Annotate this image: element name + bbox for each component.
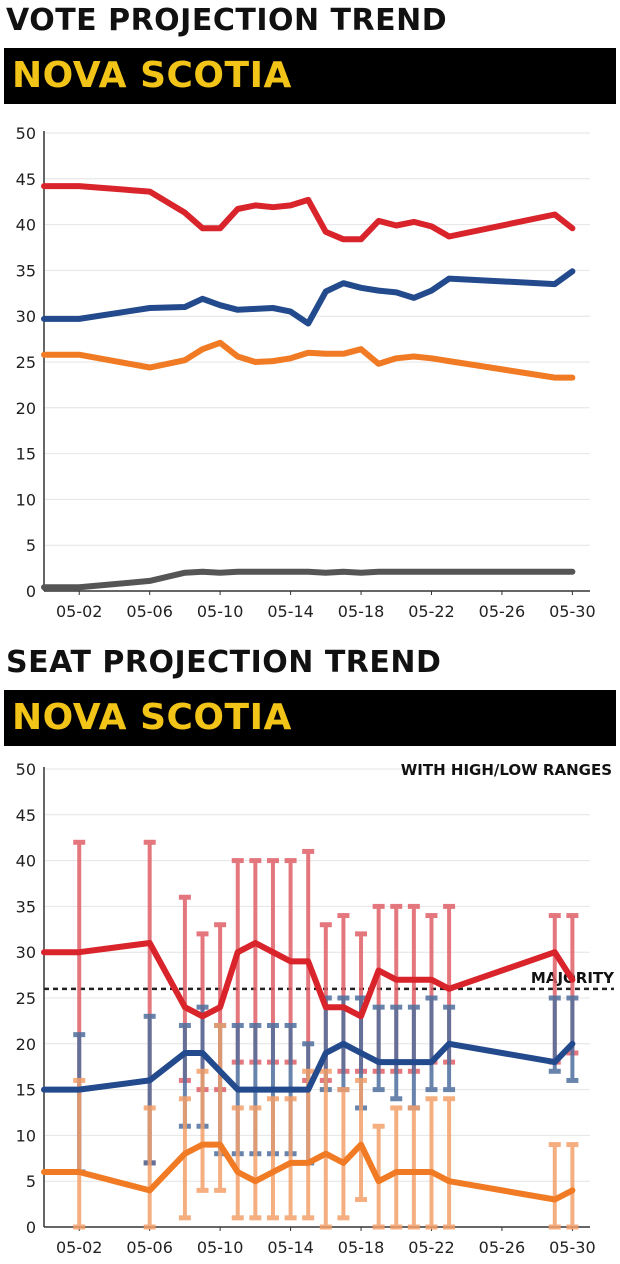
x-tick-label: 05-14 [267,602,314,621]
x-tick-label: 05-26 [479,602,526,621]
range-bar [73,1077,86,1230]
series-line-1 [41,268,576,327]
range-bar [214,1022,227,1193]
series-line-2 [41,1141,576,1203]
vote-chart-title: VOTE PROJECTION TREND [6,3,448,38]
y-tick-label: 35 [16,261,36,280]
y-tick-label: 15 [16,1081,36,1100]
y-tick-label: 40 [16,852,36,871]
series-line-1 [41,1040,576,1093]
y-tick-label: 35 [16,897,36,916]
range-bar [266,1096,279,1221]
range-bar [231,1105,244,1221]
range-bar [407,1105,420,1230]
range-bar [407,1004,420,1111]
x-tick-label: 05-22 [408,602,455,621]
range-annotation: WITH HIGH/LOW RANGES [401,761,612,779]
range-bar [178,1096,191,1221]
x-tick-label: 05-06 [126,602,173,621]
range-bar [425,995,438,1093]
x-tick-label: 05-18 [338,1238,385,1257]
x-tick-label: 05-30 [549,602,596,621]
range-bar [302,1068,315,1221]
x-tick-label: 05-02 [56,602,103,621]
range-bar [443,1004,456,1093]
series-line-2 [41,339,576,381]
y-tick-label: 30 [16,307,36,326]
range-bar [566,1142,579,1230]
range-bar [196,1068,209,1193]
series-line-0 [41,940,576,1020]
y-tick-label: 5 [26,536,36,555]
range-bar [249,1105,262,1221]
y-tick-label: 0 [26,582,36,601]
range-bar [443,1096,456,1230]
x-tick-label: 05-26 [479,1238,526,1257]
seat-region-label: NOVA SCOTIA [12,697,292,738]
y-tick-label: 30 [16,943,36,962]
range-bar [390,1004,403,1102]
x-tick-label: 05-18 [338,602,385,621]
seat-chart-title: SEAT PROJECTION TREND [6,645,442,680]
x-tick-label: 05-30 [549,1238,596,1257]
range-bar [337,1087,350,1221]
y-tick-label: 50 [16,124,36,143]
y-tick-label: 10 [16,490,36,509]
range-bar [566,995,579,1083]
range-bar [372,1004,385,1093]
range-bar [284,1096,297,1221]
y-tick-label: 25 [16,353,36,372]
x-tick-label: 05-22 [408,1238,455,1257]
x-tick-label: 05-14 [267,1238,314,1257]
y-tick-label: 20 [16,399,36,418]
x-tick-label: 05-10 [197,1238,244,1257]
y-tick-label: 40 [16,216,36,235]
y-tick-label: 25 [16,989,36,1008]
x-tick-label: 05-06 [126,1238,173,1257]
range-bar [548,1142,561,1230]
y-tick-label: 15 [16,445,36,464]
x-tick-label: 05-10 [197,602,244,621]
vote-region-banner: NOVA SCOTIA [4,48,616,104]
range-bar [390,1105,403,1230]
range-bar [355,1077,368,1203]
y-tick-label: 0 [26,1218,36,1237]
y-tick-label: 10 [16,1126,36,1145]
vote-region-label: NOVA SCOTIA [12,55,292,96]
seat-region-banner: NOVA SCOTIA [4,690,616,746]
vote-projection-chart: 0 5 10 15 20 25 30 35 40 45 50 05-02 05-06 05-10 05-14… [16,124,596,621]
series-line-3 [41,568,576,591]
range-bar [143,1105,156,1230]
y-tick-label: 50 [16,760,36,779]
y-tick-label: 45 [16,806,36,825]
x-tick-label: 05-02 [56,1238,103,1257]
range-bar [319,1068,332,1230]
range-bar [425,1096,438,1230]
series-line-0 [41,183,576,243]
y-tick-label: 5 [26,1172,36,1191]
y-tick-label: 45 [16,170,36,189]
seat-projection-chart: 0 5 10 15 20 25 30 35 40 45 50 05-02 05-06 05-10 05-14… [16,760,615,1257]
y-tick-label: 20 [16,1035,36,1054]
